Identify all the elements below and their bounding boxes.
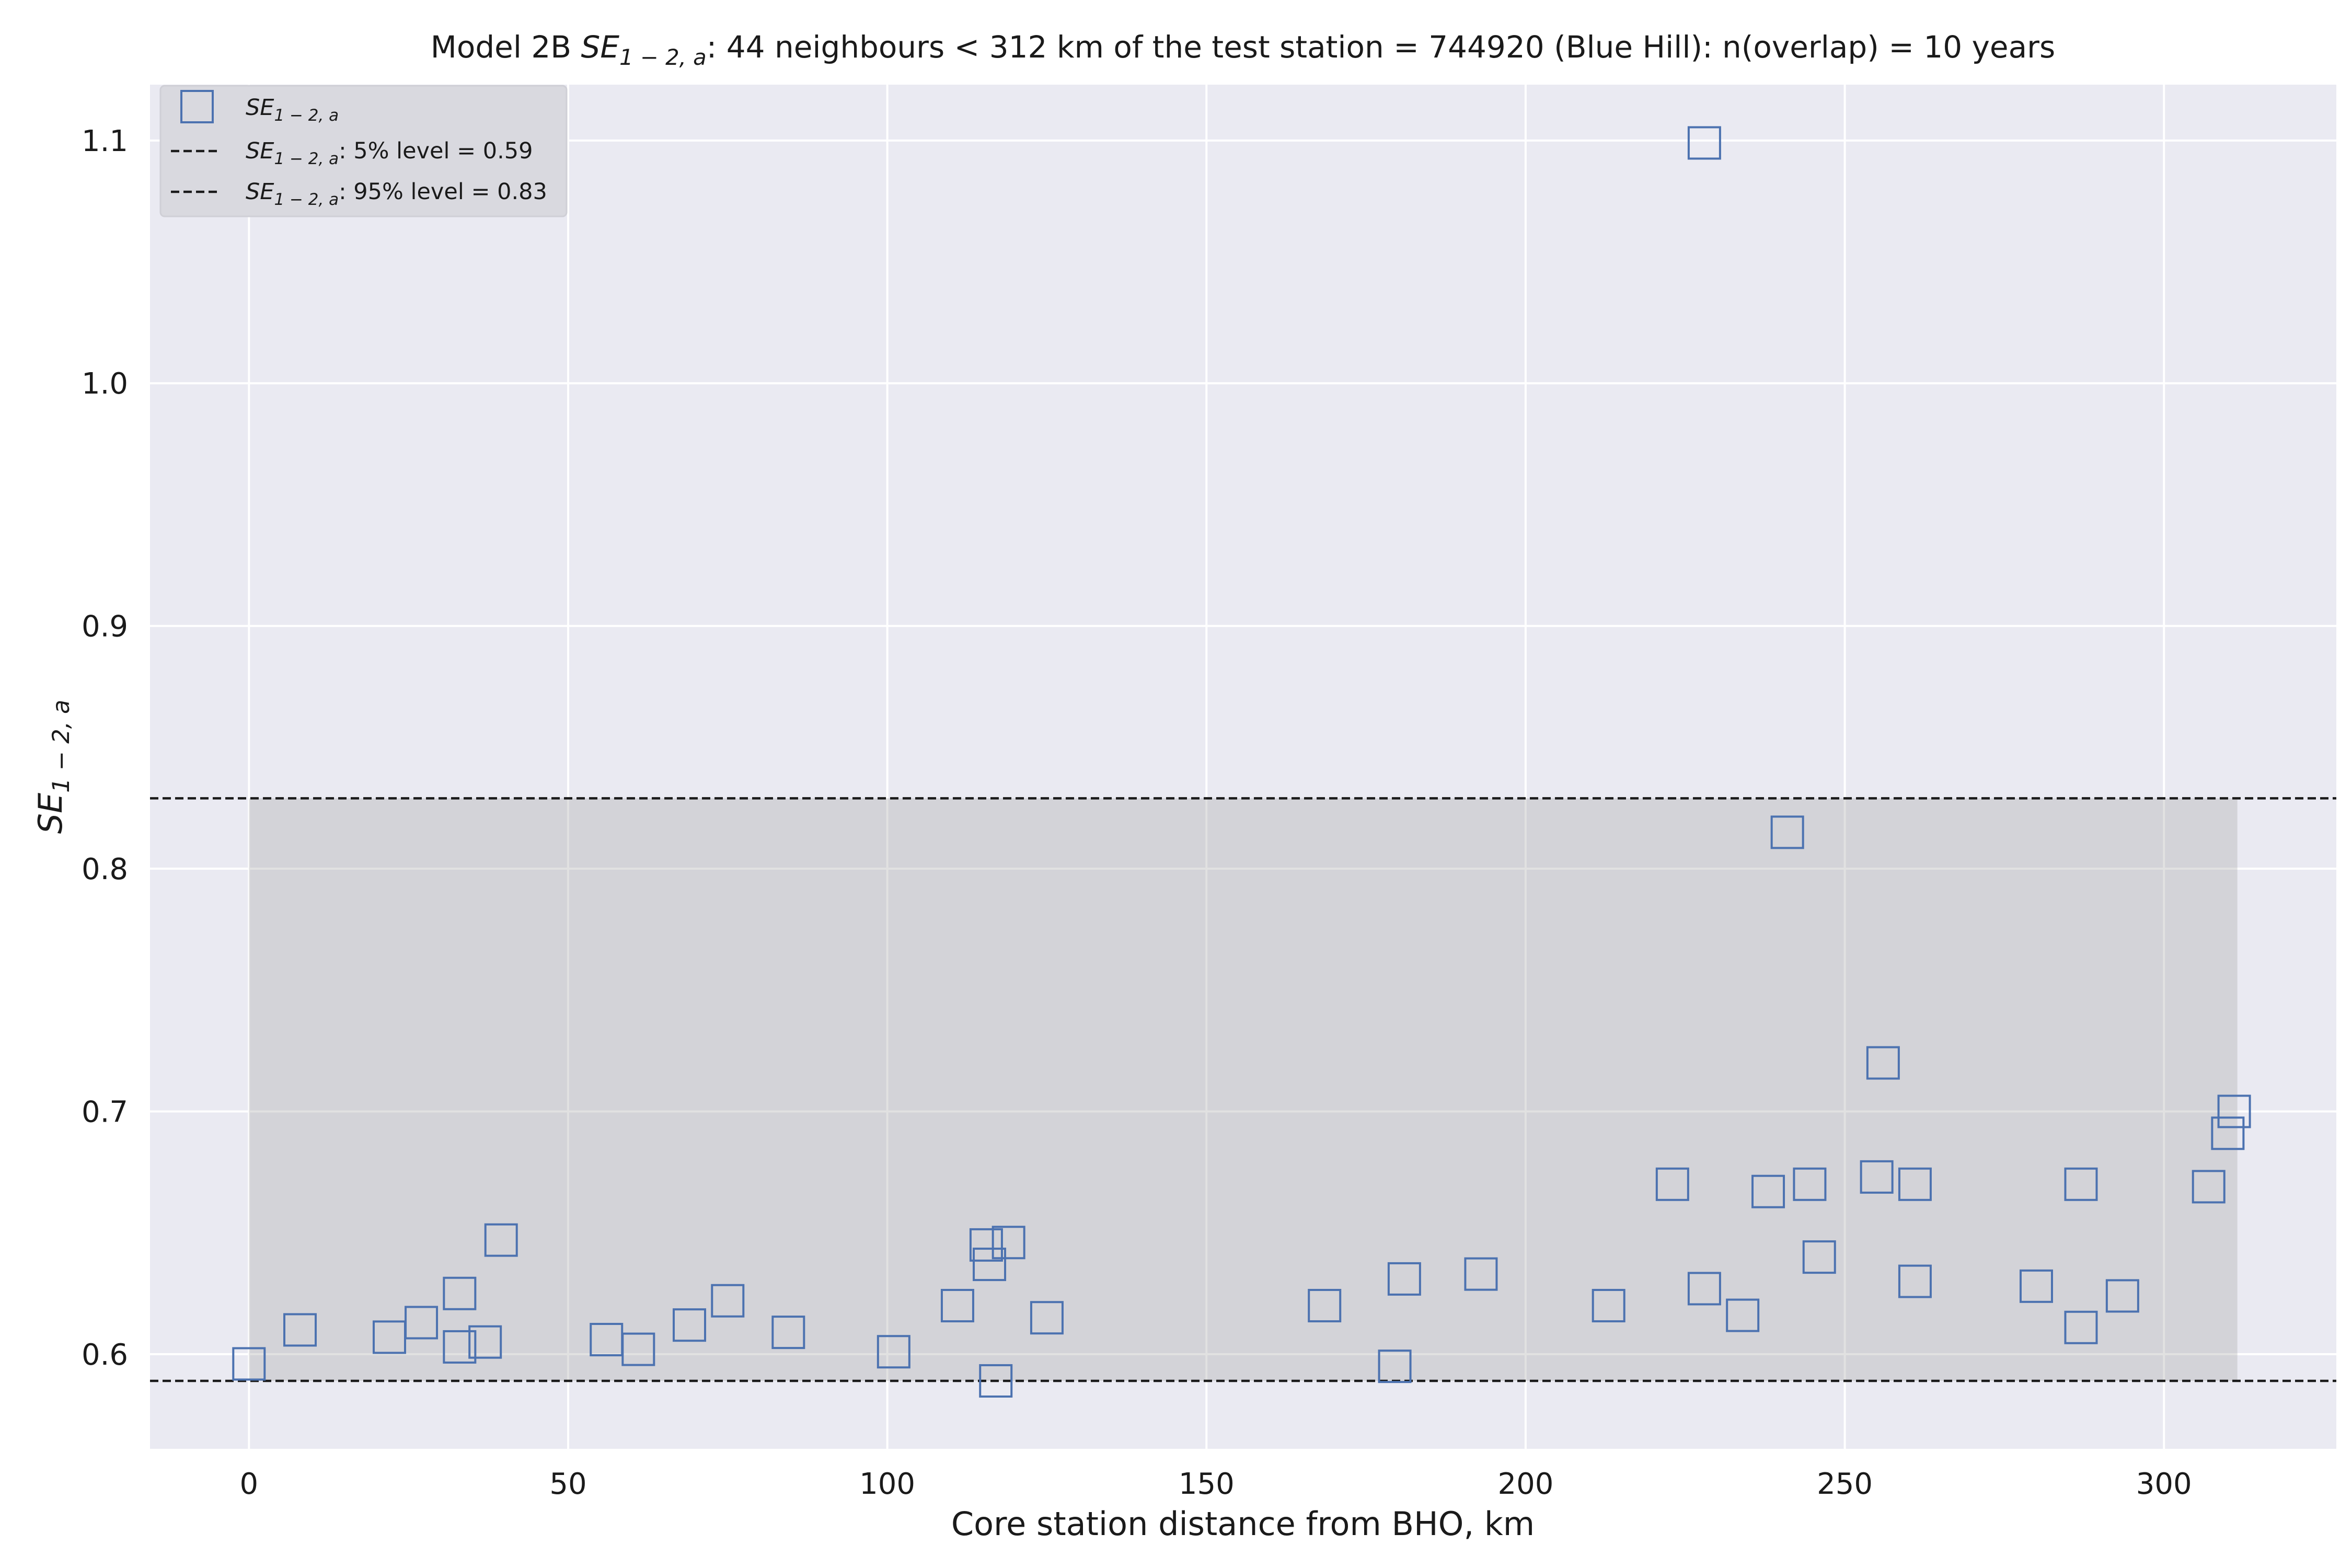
data-point-7 <box>484 1223 518 1257</box>
data-point-34 <box>1866 1046 1900 1080</box>
data-point-29 <box>1751 1174 1785 1208</box>
data-point-31 <box>1793 1167 1827 1201</box>
data-point-14 <box>940 1288 974 1322</box>
data-point-18 <box>991 1226 1025 1260</box>
y-tick-labels: 0.6 0.7 0.8 0.9 1.0 1.1 <box>82 124 128 1372</box>
data-point-24 <box>1592 1288 1625 1322</box>
y-tick-label-1: 0.7 <box>82 1095 128 1129</box>
data-point-17 <box>979 1364 1013 1398</box>
x-axis-label: Core station distance from BHO, km <box>951 1505 1535 1543</box>
data-points <box>232 126 2251 1398</box>
grid <box>150 85 2336 1449</box>
legend-box <box>159 85 568 217</box>
plot-background <box>150 85 2336 1449</box>
data-point-43 <box>2217 1094 2251 1128</box>
data-point-30 <box>1770 815 1804 849</box>
data-point-1 <box>283 1313 317 1347</box>
data-point-13 <box>877 1335 910 1369</box>
data-point-19 <box>1030 1301 1064 1335</box>
data-point-33 <box>1860 1160 1894 1194</box>
data-point-39 <box>2064 1310 2098 1344</box>
x-tick-label-4: 200 <box>1497 1467 1553 1501</box>
data-point-0 <box>232 1347 266 1381</box>
data-point-3 <box>405 1306 439 1340</box>
y-tick-label-4: 1.0 <box>82 367 128 401</box>
data-point-20 <box>1308 1288 1342 1322</box>
y-tick-label-5: 1.1 <box>82 124 128 158</box>
data-point-12 <box>771 1316 805 1350</box>
legend-label-95-level: SE1 − 2, a: 95% level = 0.83 <box>246 179 547 209</box>
data-point-21 <box>1378 1350 1412 1383</box>
y-tick-label-0: 0.6 <box>82 1338 128 1372</box>
data-point-38 <box>2064 1167 2098 1201</box>
data-point-22 <box>1387 1262 1421 1296</box>
data-point-10 <box>673 1308 707 1342</box>
data-point-25 <box>1655 1167 1689 1201</box>
y-tick-label-2: 0.8 <box>82 852 128 886</box>
data-point-41 <box>2192 1170 2226 1204</box>
data-point-27 <box>1687 1272 1721 1306</box>
confidence-band <box>249 798 2238 1381</box>
y-axis-label: SE1 − 2, a <box>31 700 75 834</box>
x-tick-label-1: 50 <box>549 1467 586 1501</box>
data-point-37 <box>2019 1269 2053 1303</box>
data-point-16 <box>973 1248 1007 1282</box>
data-point-36 <box>1898 1264 1932 1298</box>
data-point-28 <box>1726 1298 1760 1332</box>
legend-label-5-level: SE1 − 2, a: 5% level = 0.59 <box>246 138 533 168</box>
y-tick-label-3: 0.9 <box>82 610 128 644</box>
x-tick-labels: 0 50 100 150 200 250 300 <box>239 1467 2192 1501</box>
data-point-15 <box>969 1228 1003 1262</box>
x-tick-label-0: 0 <box>239 1467 258 1501</box>
data-point-5 <box>443 1330 477 1364</box>
data-point-32 <box>1802 1240 1836 1274</box>
x-tick-label-5: 250 <box>1817 1467 1873 1501</box>
data-point-26 <box>1687 126 1721 160</box>
data-point-35 <box>1898 1167 1932 1201</box>
x-tick-label-6: 300 <box>2136 1467 2192 1501</box>
data-point-23 <box>1464 1257 1498 1291</box>
data-point-9 <box>621 1332 655 1366</box>
data-point-42 <box>2211 1116 2245 1150</box>
data-point-4 <box>443 1276 477 1310</box>
x-tick-label-3: 150 <box>1179 1467 1235 1501</box>
data-point-11 <box>711 1284 745 1318</box>
data-point-40 <box>2105 1279 2139 1313</box>
data-point-6 <box>468 1325 502 1359</box>
chart-title: Model 2B SE1 − 2, a: 44 neighbours < 312… <box>431 29 2055 70</box>
legend: SE1 − 2, a SE1 − 2, a: 5% level = 0.59 S… <box>159 85 568 217</box>
reference-lines <box>150 797 2336 1382</box>
legend-label-series: SE1 − 2, a <box>246 95 339 125</box>
x-tick-label-2: 100 <box>859 1467 915 1501</box>
legend-marker-square <box>180 90 214 123</box>
